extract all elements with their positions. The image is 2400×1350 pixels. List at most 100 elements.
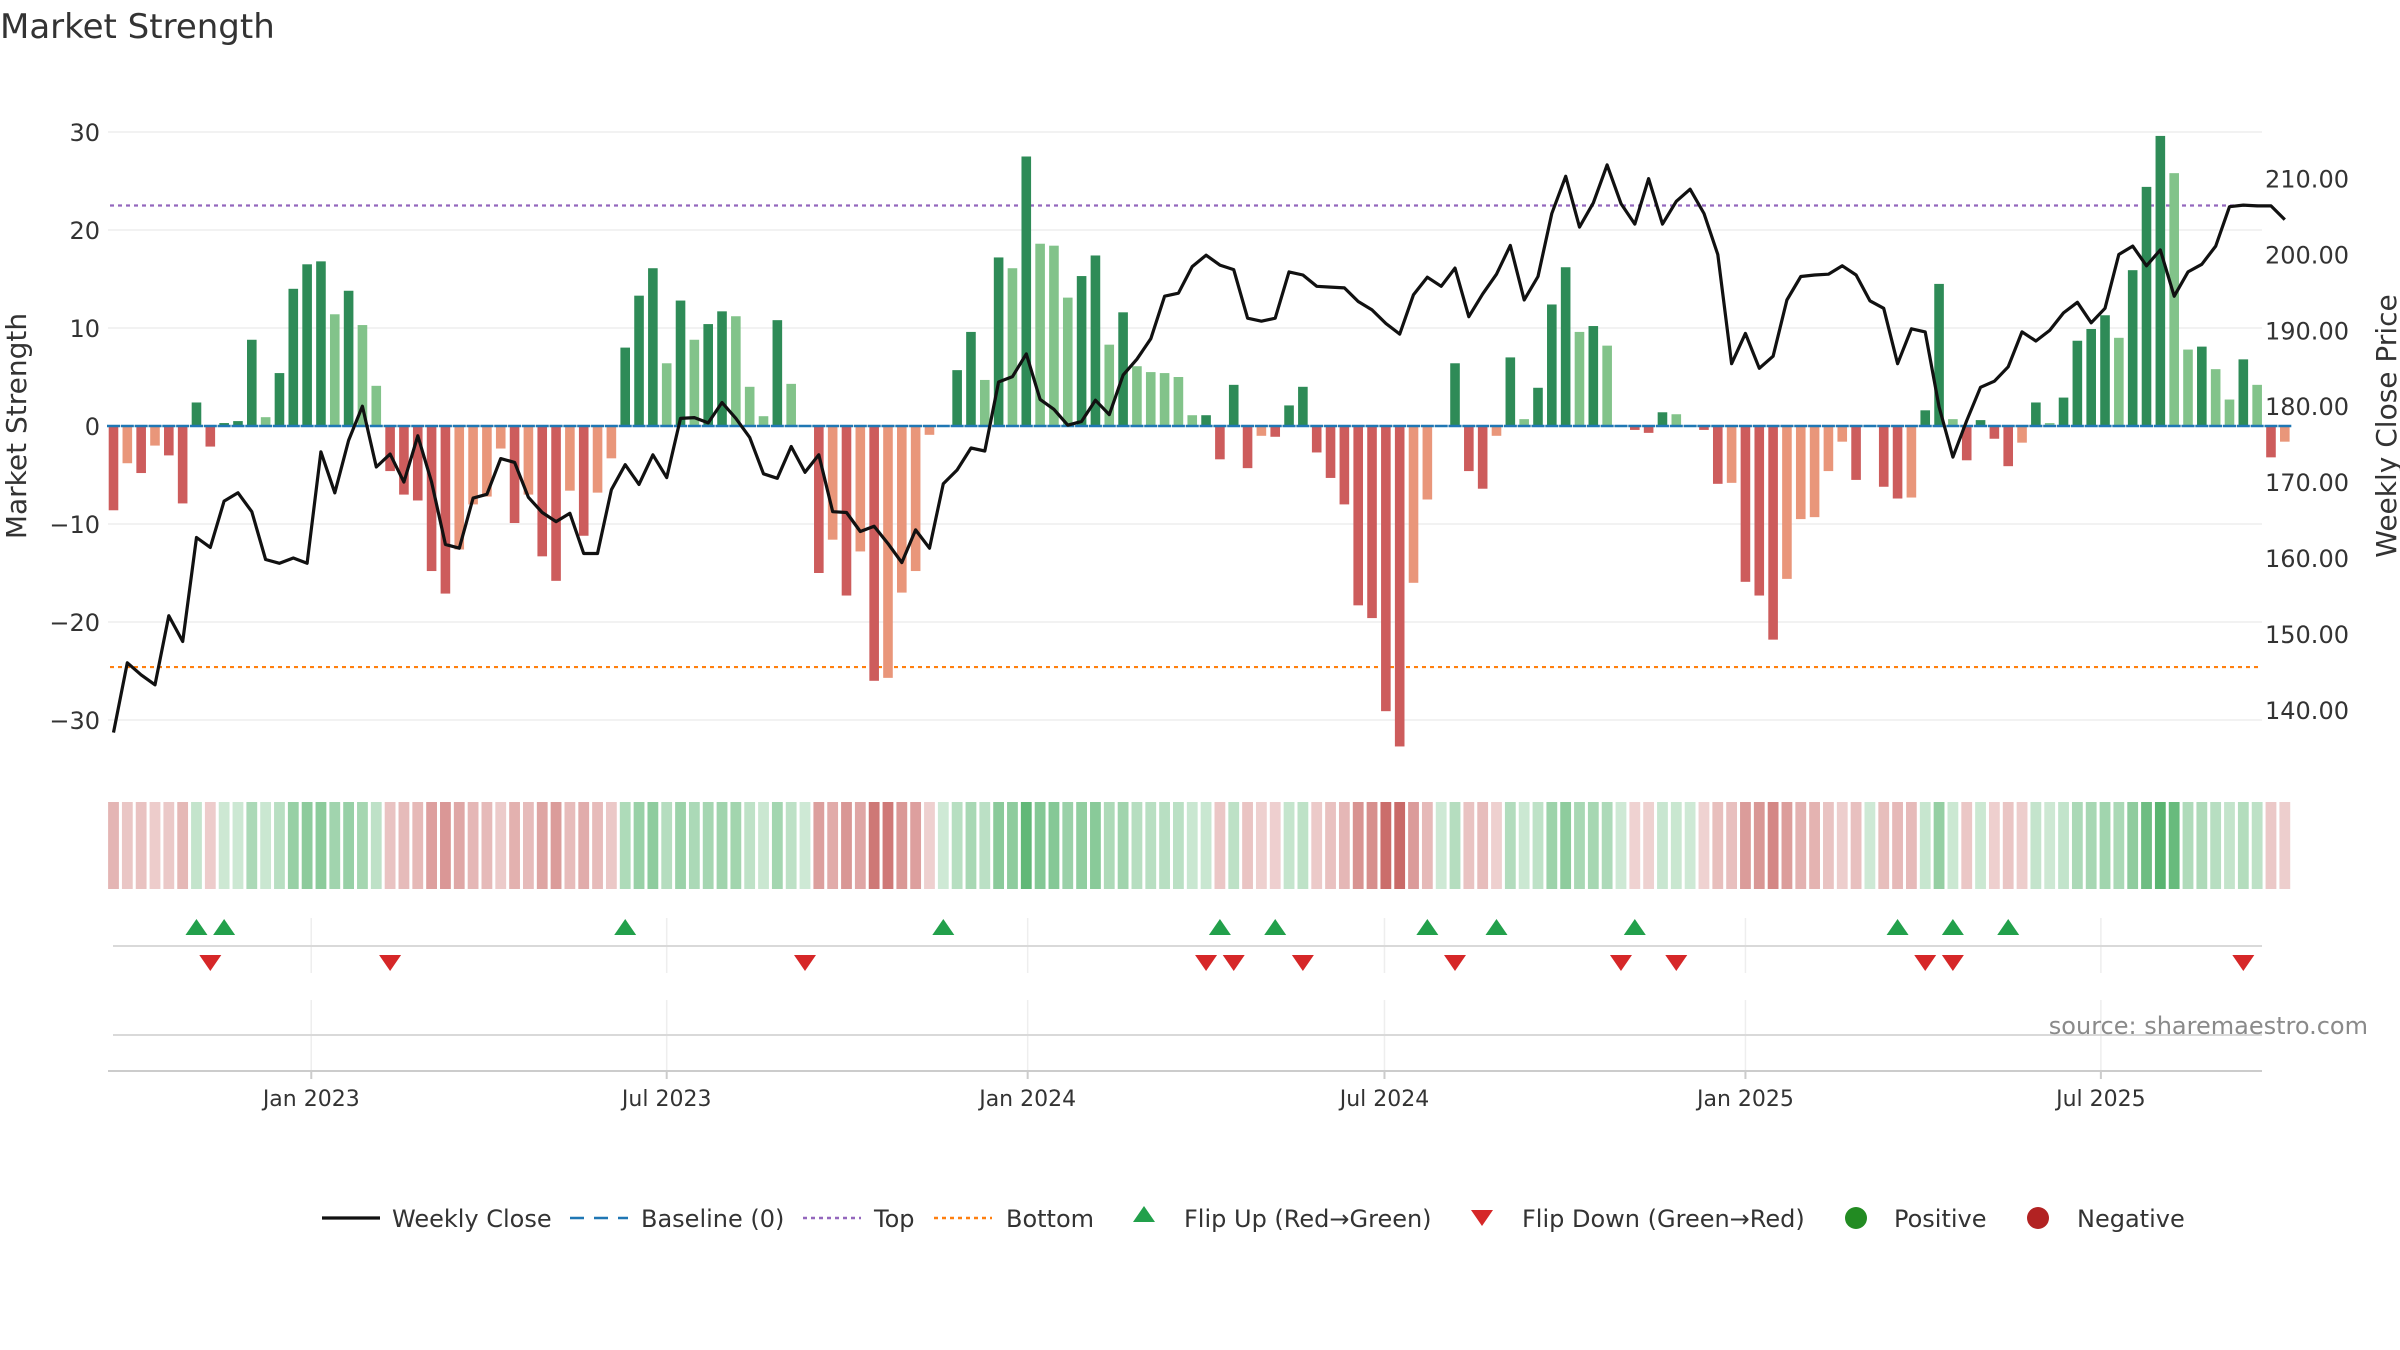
strength-bar	[468, 426, 478, 505]
legend-label: Positive	[1894, 1205, 1987, 1233]
heat-cell	[1892, 802, 1903, 889]
strength-bar	[2072, 340, 2083, 426]
strength-bar	[1892, 426, 1903, 499]
strength-bar	[1740, 426, 1751, 582]
heat-cell	[1214, 802, 1226, 889]
strength-bar	[1519, 419, 1529, 426]
strength-bar	[772, 320, 783, 426]
heat-cell	[1048, 802, 1060, 889]
strength-bar	[1173, 377, 1184, 426]
heat-cell	[827, 802, 839, 889]
strength-bar	[924, 426, 935, 435]
x-date-label: Jul 2025	[2054, 1087, 2146, 1112]
flip-up-marker	[932, 919, 955, 935]
strength-bar	[1782, 426, 1792, 579]
left-tick-label: −10	[49, 511, 100, 539]
heat-cell	[467, 802, 479, 889]
heat-cell	[1103, 802, 1115, 889]
strength-bar	[2197, 346, 2207, 426]
heat-cell	[509, 802, 520, 889]
strength-bar	[1505, 357, 1516, 426]
heat-cell	[2085, 802, 2097, 889]
x-date-label: Jul 2023	[620, 1087, 712, 1112]
heat-cell	[1504, 802, 1516, 889]
strength-bar	[1878, 426, 1889, 487]
strength-bar	[855, 426, 866, 552]
heat-cell	[1809, 802, 1820, 889]
left-axis-title: Market Strength	[0, 313, 33, 539]
flip-up-marker	[1886, 919, 1909, 935]
strength-bar	[1090, 255, 1101, 426]
heat-cell	[343, 802, 355, 889]
strength-bar	[523, 426, 534, 495]
flip-down-marker	[379, 955, 402, 971]
strength-bar	[1104, 344, 1115, 426]
strength-bar	[288, 288, 299, 426]
strength-bar	[1477, 426, 1488, 489]
heat-cell	[1684, 802, 1696, 889]
heat-cell	[1657, 802, 1668, 889]
strength-bar	[1367, 426, 1377, 619]
flip-down-marker	[1195, 955, 1218, 971]
right-tick-label: 180.00	[2265, 393, 2349, 421]
flip-down-marker	[1444, 955, 1467, 971]
heat-cell	[1878, 802, 1890, 889]
heat-cell	[1173, 802, 1184, 889]
heat-cell	[951, 802, 963, 889]
heat-cell	[2030, 802, 2042, 889]
heat-cell	[965, 802, 977, 889]
strength-bar	[2280, 426, 2290, 442]
heat-cell	[135, 802, 147, 889]
strength-bar	[1035, 243, 1045, 426]
x-date-label: Jan 2023	[261, 1087, 360, 1112]
heat-cell	[108, 802, 119, 889]
weekly-close-line	[111, 163, 2286, 733]
heat-cell	[191, 802, 202, 889]
strength-bar	[2266, 426, 2276, 458]
strength-bar	[1948, 419, 1958, 426]
chart-title: Market Strength	[0, 7, 275, 47]
heat-cell	[1159, 802, 1170, 889]
flip-up-marker	[1997, 919, 2020, 935]
heat-cell	[218, 802, 230, 889]
heat-cell	[1449, 802, 1461, 889]
heat-cell	[1338, 802, 1350, 889]
strength-bar	[1201, 415, 1211, 426]
heat-cell	[1477, 802, 1489, 889]
strength-bar	[689, 339, 700, 426]
strength-bar	[371, 385, 382, 426]
strength-bar	[1975, 420, 1986, 426]
heat-cell	[744, 802, 756, 889]
flip-markers	[185, 919, 2255, 971]
strength-heat-strip	[108, 802, 2291, 889]
strength-bars	[108, 135, 2290, 747]
heat-cell	[619, 802, 631, 889]
heat-cell	[1325, 802, 1336, 889]
strength-bar	[357, 325, 368, 426]
flip-down-marker	[199, 955, 222, 971]
strength-bar	[1450, 363, 1460, 426]
strength-bar	[1768, 426, 1778, 640]
heat-cell	[1034, 802, 1046, 889]
strength-bar	[592, 426, 603, 493]
heat-cell	[315, 802, 327, 889]
heat-cell	[1090, 802, 1101, 889]
strength-bar	[1851, 426, 1861, 480]
strength-bar	[786, 383, 796, 426]
left-axis-ticks: 30 20 10 0 −10 −20 −30	[49, 119, 100, 735]
heat-cell	[204, 802, 216, 889]
right-axis-title: Weekly Close Price	[2370, 294, 2400, 557]
heat-cell	[1574, 802, 1585, 889]
heat-cell	[1961, 802, 1973, 889]
strength-bar	[385, 426, 395, 472]
x-date-label: Jul 2024	[1338, 1087, 1430, 1112]
strength-bar	[2114, 337, 2124, 426]
heat-cell	[1532, 802, 1544, 889]
strength-bar	[675, 300, 686, 426]
heat-cell	[2016, 802, 2028, 889]
bottom-panel: source: sharemaestro.com	[108, 1000, 2368, 1072]
flip-down-marker	[794, 955, 816, 971]
strength-bar	[260, 417, 271, 426]
heat-cell	[1145, 802, 1157, 889]
